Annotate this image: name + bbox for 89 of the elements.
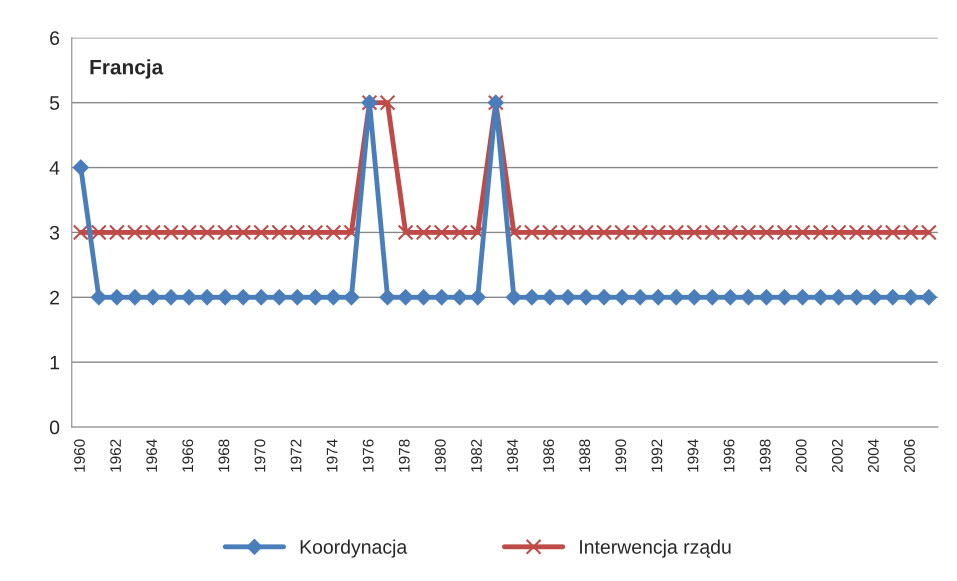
x-tick-label: 1976 <box>362 440 374 472</box>
point <box>434 224 450 240</box>
x-tick-label: 1962 <box>110 440 121 472</box>
point <box>830 224 847 240</box>
point <box>722 224 738 240</box>
y-tick-label: 0 <box>50 420 60 434</box>
point <box>163 224 180 240</box>
y-tick-label: 2 <box>50 290 59 304</box>
point <box>866 289 883 306</box>
point <box>884 289 901 306</box>
x-tick-label: 1996 <box>724 440 734 472</box>
point <box>90 224 107 240</box>
point <box>632 224 648 240</box>
point <box>668 224 684 240</box>
point <box>668 289 684 306</box>
x-tick-label: 1988 <box>579 440 590 472</box>
point <box>704 224 720 240</box>
y-tick-label: 5 <box>50 96 60 110</box>
x-tick-label: 1960 <box>74 439 85 472</box>
x-tick-label: 1964 <box>146 439 158 472</box>
legend-label: Koordynacja <box>300 540 408 558</box>
point <box>848 224 865 240</box>
x-tick-label: 1992 <box>651 440 662 472</box>
point <box>470 289 486 306</box>
x-tick-label: 1990 <box>615 439 626 472</box>
point <box>902 224 919 240</box>
y-tick-label: 3 <box>50 226 60 240</box>
x-tick-label: 1974 <box>326 439 338 472</box>
x-tick-label: 1980 <box>434 439 446 472</box>
x-tick-label: 1998 <box>760 440 771 472</box>
x-tick-label: 1994 <box>688 439 698 472</box>
point <box>614 224 630 240</box>
point <box>560 224 576 240</box>
point <box>686 224 702 240</box>
legend-label: Interwencja rządu <box>580 540 730 558</box>
point <box>72 224 89 240</box>
point <box>686 289 702 306</box>
x-tick-label: 2004 <box>868 439 879 472</box>
point <box>866 224 883 240</box>
annotation: Francja <box>90 59 164 79</box>
point <box>72 159 90 176</box>
x-tick-label: 2006 <box>904 440 915 472</box>
point <box>524 224 540 240</box>
point <box>289 224 306 240</box>
y-tick-label: 1 <box>50 356 60 370</box>
x-tick-label: 1986 <box>543 440 554 472</box>
point <box>902 289 919 306</box>
x-tick-label: 1978 <box>398 440 410 472</box>
x-tick-label: 2002 <box>832 440 843 472</box>
point <box>920 289 938 306</box>
x-tick-label: 2000 <box>796 439 807 472</box>
x-tick-label: 1982 <box>471 440 482 472</box>
x-tick-label: 1984 <box>507 439 518 472</box>
y-tick-label: 6 <box>50 31 60 45</box>
point <box>307 224 324 240</box>
point <box>452 224 468 240</box>
x-tick-label: 1972 <box>290 440 302 472</box>
x-tick-label: 1968 <box>218 440 230 472</box>
point <box>452 289 468 306</box>
point <box>542 224 558 240</box>
point <box>271 289 288 306</box>
point <box>108 224 125 240</box>
point <box>650 224 666 240</box>
point <box>812 224 829 240</box>
x-tick-label: 1966 <box>182 440 194 472</box>
point <box>126 224 143 240</box>
point <box>271 224 288 240</box>
point <box>380 94 396 111</box>
x-tick-label: 1970 <box>254 439 266 472</box>
point <box>235 224 252 240</box>
point <box>758 224 774 240</box>
point <box>920 224 937 240</box>
point <box>144 224 161 240</box>
y-tick-label: 4 <box>50 161 60 175</box>
point <box>884 224 901 240</box>
point <box>740 224 756 240</box>
point <box>416 224 432 240</box>
point <box>596 224 612 240</box>
point <box>199 224 216 240</box>
point <box>325 224 342 240</box>
point <box>794 224 811 240</box>
point <box>253 224 270 240</box>
point <box>217 224 234 240</box>
point <box>343 289 360 306</box>
point <box>181 224 198 240</box>
point <box>398 224 414 240</box>
point <box>253 289 270 306</box>
point <box>578 224 594 240</box>
point <box>776 224 792 240</box>
